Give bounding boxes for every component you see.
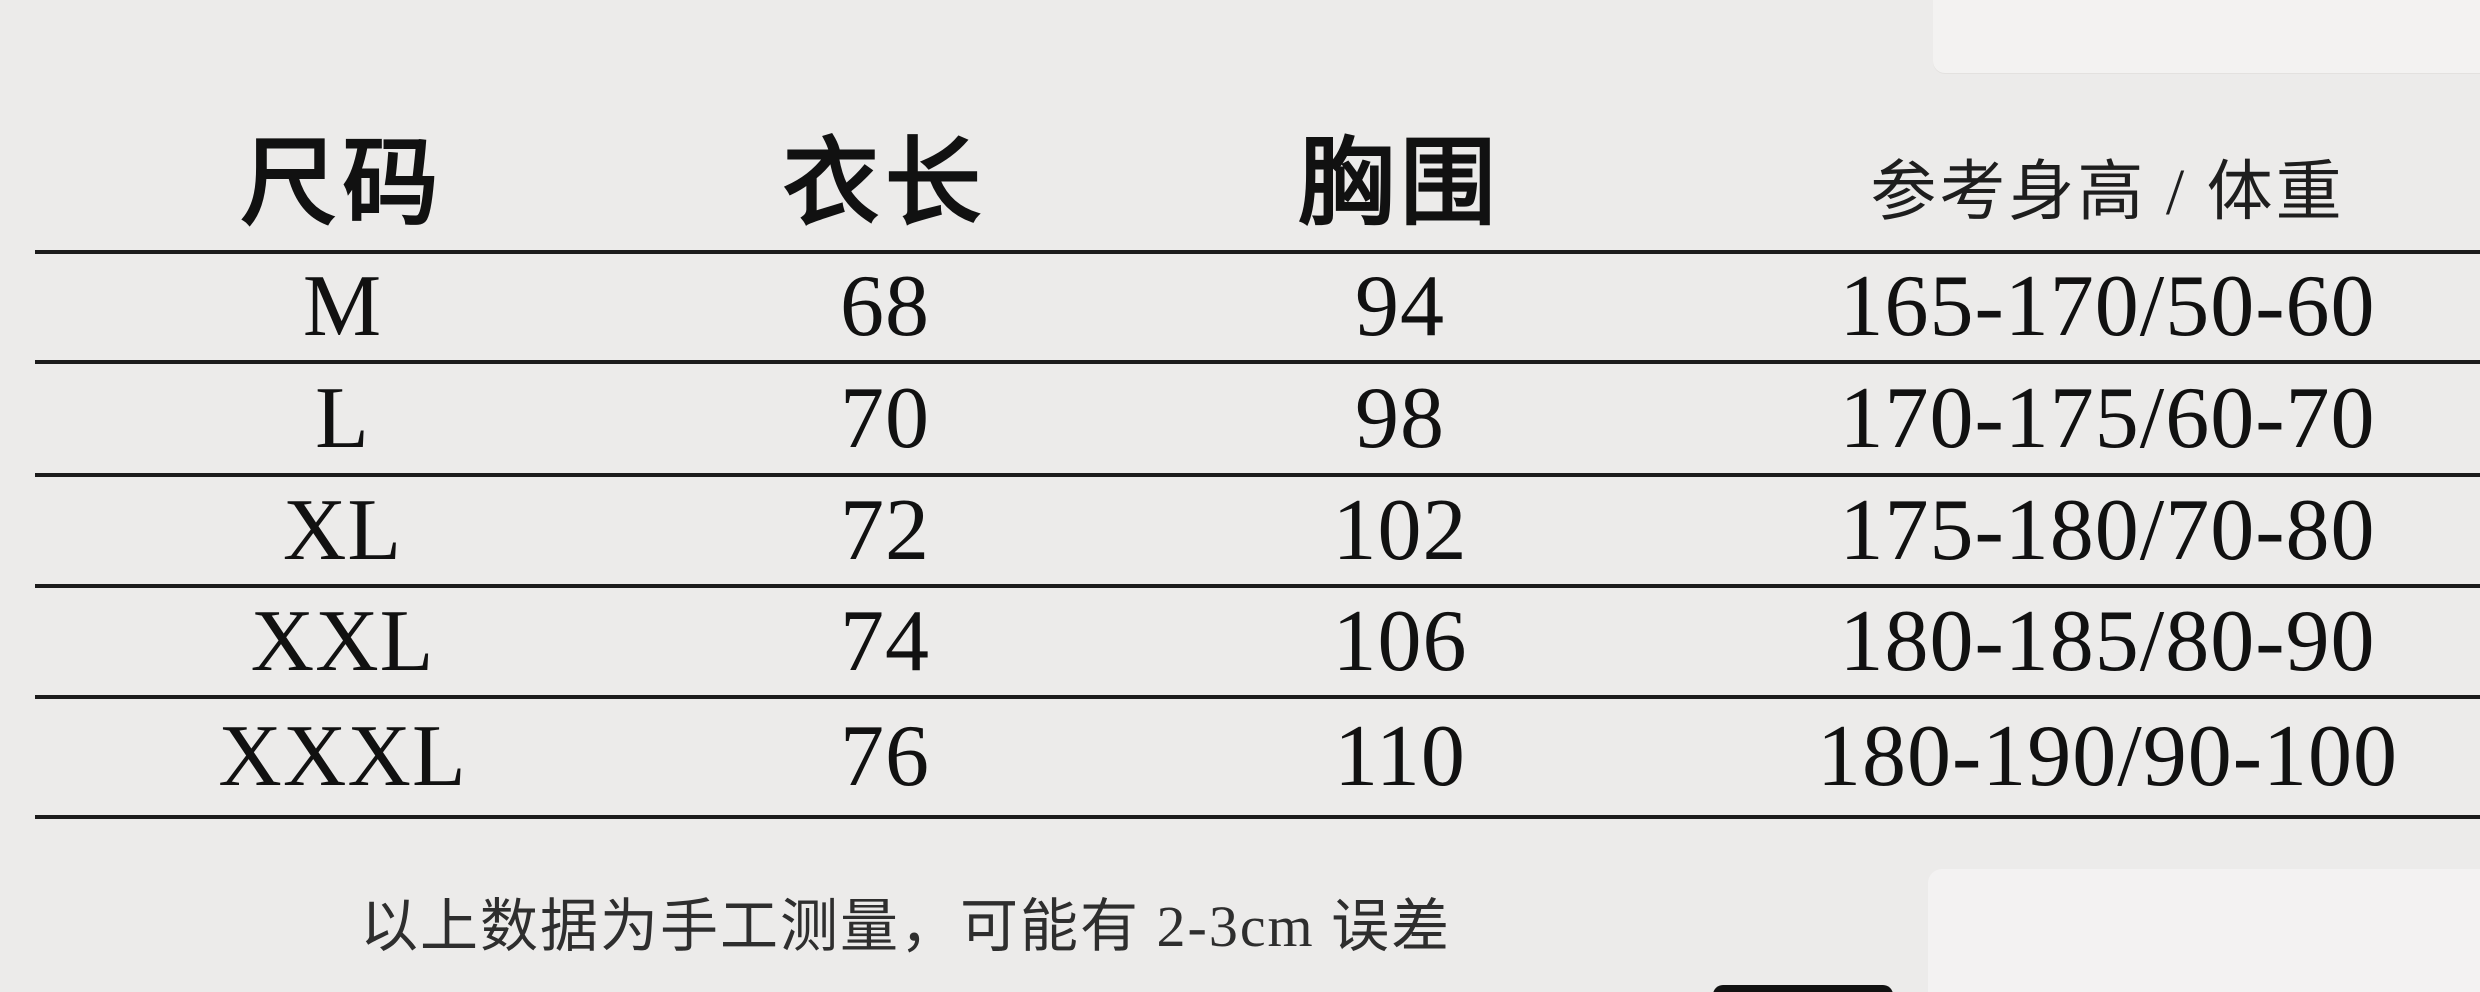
table-row: XXXL 76 110 180-190/90-100	[35, 699, 2480, 819]
cell-height-weight: 165-170/50-60	[1839, 258, 2376, 355]
table-row: XL 72 102 175-180/70-80	[35, 477, 2480, 588]
adjacent-panel-top-right	[1933, 0, 2480, 73]
cell-height-weight: 170-175/60-70	[1839, 369, 2376, 467]
cell-height-weight: 175-180/70-80	[1839, 481, 2376, 579]
cell-height-weight: 180-185/80-90	[1839, 592, 2376, 690]
column-header-chest: 胸围	[1298, 130, 1502, 237]
cell-length: 74	[840, 592, 930, 690]
cell-size: XL	[282, 481, 403, 579]
measurement-note: 以上数据为手工测量，可能有 2-3cm 误差	[360, 894, 1452, 959]
cell-length: 70	[840, 369, 930, 467]
cell-size: XXXL	[218, 708, 467, 805]
cell-height-weight: 180-190/90-100	[1816, 708, 2399, 805]
table-header-row: 尺码 衣长 胸围 参考身高 / 体重	[35, 0, 2480, 254]
adjacent-panel-bottom-right	[1928, 869, 2480, 992]
cell-chest: 98	[1355, 369, 1445, 467]
cell-size: XXL	[250, 592, 435, 690]
cell-chest: 102	[1332, 481, 1468, 579]
cell-length: 76	[840, 708, 930, 805]
cell-length: 72	[840, 481, 930, 579]
cell-size: L	[315, 369, 370, 467]
table-row: XXL 74 106 180-185/80-90	[35, 588, 2480, 699]
size-table: 尺码 衣长 胸围 参考身高 / 体重 M 68 94 165-170/50-60…	[35, 0, 2480, 819]
cell-length: 68	[840, 258, 930, 355]
column-header-length: 衣长	[783, 130, 987, 237]
cell-size: M	[302, 258, 383, 355]
cell-chest: 94	[1355, 258, 1445, 355]
bottom-peek-tab	[1713, 985, 1893, 992]
table-row: M 68 94 165-170/50-60	[35, 254, 2480, 364]
cell-chest: 110	[1334, 708, 1466, 805]
cell-chest: 106	[1332, 592, 1468, 690]
table-row: L 70 98 170-175/60-70	[35, 364, 2480, 477]
column-header-height-weight: 参考身高 / 体重	[1870, 156, 2345, 229]
column-header-size: 尺码	[240, 130, 445, 237]
